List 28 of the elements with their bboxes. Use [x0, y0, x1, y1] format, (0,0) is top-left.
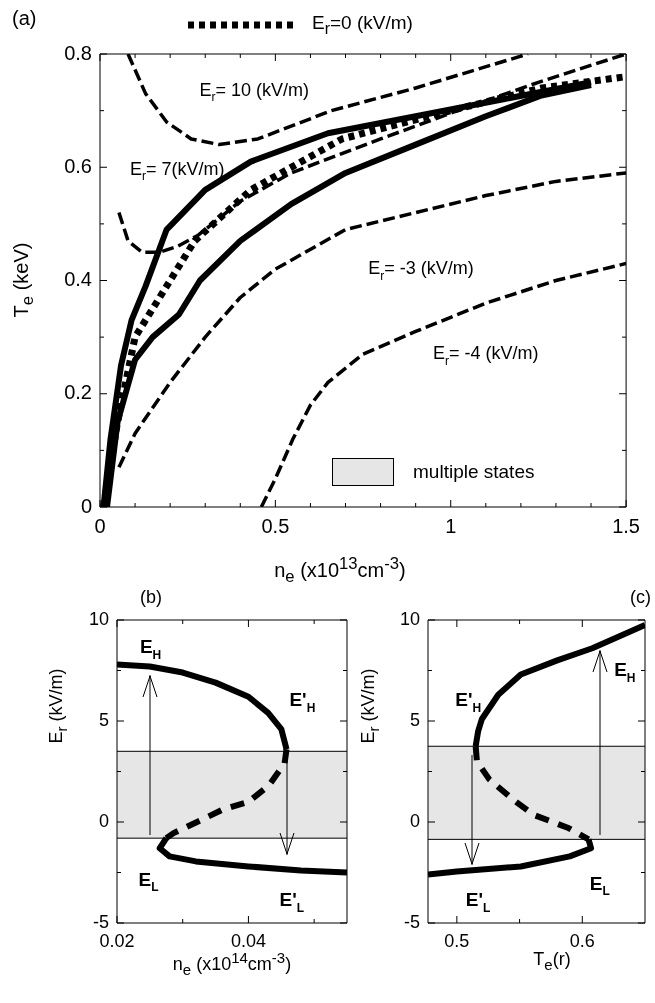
x-tick-label: 0.5: [444, 930, 470, 951]
x-tick-label: 0.02: [99, 930, 135, 951]
x-tick-label: 1: [445, 514, 457, 537]
annotation: multiple states: [413, 461, 535, 483]
chart-title: (a): [12, 7, 37, 29]
y-tick-label: -5: [92, 911, 109, 932]
x-tick-label: 0.6: [569, 930, 595, 951]
x-axis-title: n$_{e}$ (x10$^{14}$cm$^{-3}$): [172, 949, 292, 978]
y-tick-label: 0.8: [64, 41, 92, 64]
y-tick-label: 0.6: [64, 154, 92, 177]
y-tick-label: 0: [80, 494, 92, 517]
y-tick-label: 5: [409, 709, 420, 730]
y-tick-label: -5: [403, 911, 420, 932]
y-tick-label: 10: [88, 608, 109, 629]
x-tick-label: 0.5: [261, 514, 290, 537]
chart-title: (c): [630, 587, 651, 607]
y-tick-label: 0.4: [64, 268, 92, 291]
y-tick-label: 0.2: [64, 381, 92, 404]
x-tick-label: 1.5: [612, 514, 640, 537]
y-tick-label: 0: [409, 810, 420, 831]
text: E$_{r}$=0 (kV/m): [312, 12, 413, 38]
x-axis-title: n$_{e}$ (x10$^{13}$cm$^{-3}$): [274, 554, 406, 586]
x-axis-title: T$_{e}$(r): [533, 949, 571, 973]
chart-title: (b): [140, 587, 162, 607]
x-tick-label: 0.04: [230, 930, 266, 951]
y-tick-label: 5: [98, 709, 109, 730]
y-tick-label: 10: [399, 608, 420, 629]
y-tick-label: 0: [98, 810, 109, 831]
